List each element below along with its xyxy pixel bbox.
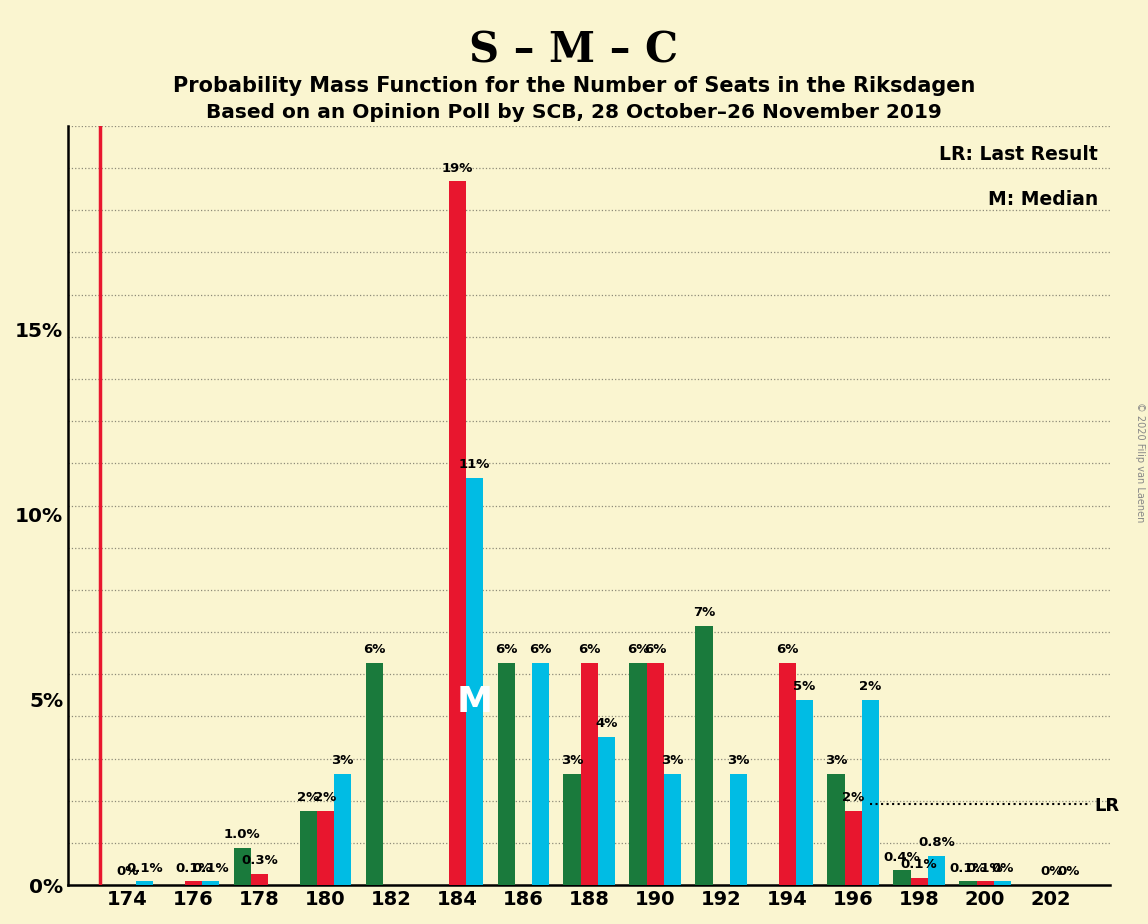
Text: S – M – C: S – M – C <box>470 30 678 71</box>
Text: 2%: 2% <box>841 791 864 805</box>
Bar <box>365 663 382 885</box>
Text: 0.8%: 0.8% <box>918 836 955 849</box>
Bar <box>449 181 466 885</box>
Bar <box>796 700 813 885</box>
Text: 0%: 0% <box>116 866 139 879</box>
Bar <box>845 811 862 885</box>
Text: 0.1%: 0.1% <box>967 862 1003 875</box>
Bar <box>532 663 549 885</box>
Text: © 2020 Filip van Laenen: © 2020 Filip van Laenen <box>1135 402 1145 522</box>
Bar <box>598 737 615 885</box>
Bar <box>730 774 747 885</box>
Bar <box>960 881 977 885</box>
Bar <box>893 870 910 885</box>
Bar <box>250 874 267 885</box>
Text: 6%: 6% <box>495 643 518 656</box>
Bar <box>629 663 646 885</box>
Bar <box>317 811 334 885</box>
Text: 7%: 7% <box>693 606 715 619</box>
Text: 5%: 5% <box>793 680 815 693</box>
Text: 6%: 6% <box>776 643 798 656</box>
Text: Probability Mass Function for the Number of Seats in the Riksdagen: Probability Mass Function for the Number… <box>173 76 975 96</box>
Text: 0.1%: 0.1% <box>126 862 163 875</box>
Text: 2%: 2% <box>315 791 336 805</box>
Text: 2%: 2% <box>297 791 319 805</box>
Text: 3%: 3% <box>727 754 750 767</box>
Text: 3%: 3% <box>561 754 583 767</box>
Text: M: M <box>457 685 492 719</box>
Bar <box>233 848 250 885</box>
Text: 1.0%: 1.0% <box>224 829 261 842</box>
Text: 2%: 2% <box>859 680 882 693</box>
Text: 0.1%: 0.1% <box>949 862 986 875</box>
Text: 0%: 0% <box>991 862 1014 875</box>
Text: 6%: 6% <box>529 643 551 656</box>
Text: 0.1%: 0.1% <box>901 858 938 871</box>
Bar <box>664 774 681 885</box>
Text: 0.1%: 0.1% <box>174 862 211 875</box>
Bar <box>497 663 514 885</box>
Text: 3%: 3% <box>661 754 683 767</box>
Text: 19%: 19% <box>442 162 473 175</box>
Text: 0.3%: 0.3% <box>241 855 278 868</box>
Bar <box>828 774 845 885</box>
Bar <box>185 881 202 885</box>
Text: 6%: 6% <box>363 643 386 656</box>
Text: 3%: 3% <box>824 754 847 767</box>
Text: 6%: 6% <box>579 643 600 656</box>
Text: 6%: 6% <box>627 643 650 656</box>
Text: 6%: 6% <box>644 643 666 656</box>
Text: Based on an Opinion Poll by SCB, 28 October–26 November 2019: Based on an Opinion Poll by SCB, 28 Octo… <box>207 103 941 123</box>
Bar <box>696 626 713 885</box>
Text: 0%: 0% <box>1040 866 1062 879</box>
Text: 4%: 4% <box>595 717 618 730</box>
Bar <box>135 881 153 885</box>
Bar <box>977 881 994 885</box>
Text: 0.4%: 0.4% <box>884 851 921 864</box>
Bar <box>202 881 219 885</box>
Bar <box>778 663 796 885</box>
Bar <box>300 811 317 885</box>
Bar <box>581 663 598 885</box>
Bar <box>994 881 1011 885</box>
Bar <box>466 478 483 885</box>
Text: LR: LR <box>1094 796 1119 815</box>
Text: 0%: 0% <box>1057 866 1079 879</box>
Text: 3%: 3% <box>332 754 354 767</box>
Bar <box>928 856 945 885</box>
Text: LR: Last Result: LR: Last Result <box>939 145 1097 164</box>
Text: M: Median: M: Median <box>987 190 1097 210</box>
Text: 0.1%: 0.1% <box>192 862 228 875</box>
Bar <box>862 700 879 885</box>
Bar <box>334 774 351 885</box>
Bar <box>910 878 928 885</box>
Bar <box>564 774 581 885</box>
Bar <box>646 663 664 885</box>
Text: 11%: 11% <box>459 458 490 471</box>
